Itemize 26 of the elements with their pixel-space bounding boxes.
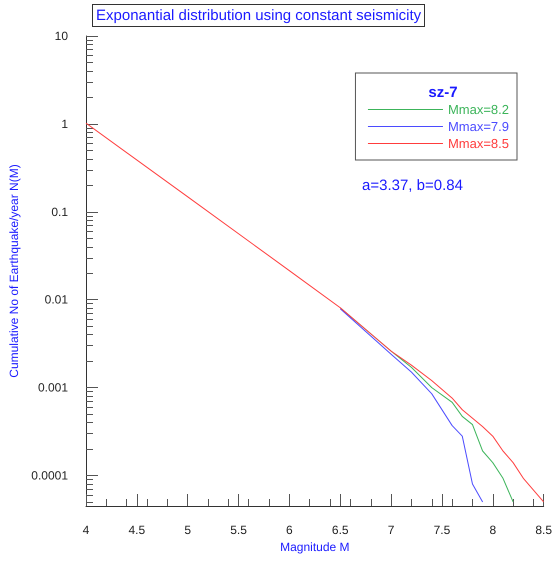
text: Mmax=8.5 bbox=[448, 136, 510, 151]
x-axis-title: Magnitude M bbox=[280, 540, 350, 554]
x-tick-label: 8 bbox=[489, 523, 496, 537]
x-tick-label: 6.5 bbox=[332, 523, 349, 537]
y-tick-label: 0.1 bbox=[51, 204, 68, 219]
y-tick-label: 0.01 bbox=[44, 292, 68, 307]
x-tick-label: 7.5 bbox=[434, 523, 451, 537]
x-tick-label: 5.5 bbox=[230, 523, 248, 537]
y-tick-label: 10 bbox=[54, 29, 68, 43]
y-tick-label: 0.0001 bbox=[31, 468, 68, 483]
annotation: a=3.37, b=0.84 bbox=[362, 177, 463, 194]
line-series bbox=[340, 308, 484, 502]
y-tick-label: 1 bbox=[61, 116, 68, 131]
x-tick-label: 5 bbox=[184, 523, 192, 537]
x-tick-label: 4 bbox=[82, 523, 90, 537]
line-series bbox=[86, 122, 544, 502]
text: Mmax=8.2 bbox=[448, 102, 510, 117]
y-axis-title: Cumulative No of Earthquake/year N(M) bbox=[7, 164, 21, 378]
x-tick-label: 7 bbox=[388, 523, 395, 537]
legend-title: sz-7 bbox=[428, 84, 458, 101]
x-tick-label: 4.5 bbox=[128, 523, 146, 537]
x-tick-label: 8.5 bbox=[535, 523, 552, 537]
text: Mmax=7.9 bbox=[448, 119, 510, 134]
x-tick-label: 6 bbox=[286, 523, 294, 537]
y-tick-label: 0.001 bbox=[38, 380, 68, 395]
chart-title: Exponantial distribution using constant seismicity bbox=[96, 7, 422, 24]
